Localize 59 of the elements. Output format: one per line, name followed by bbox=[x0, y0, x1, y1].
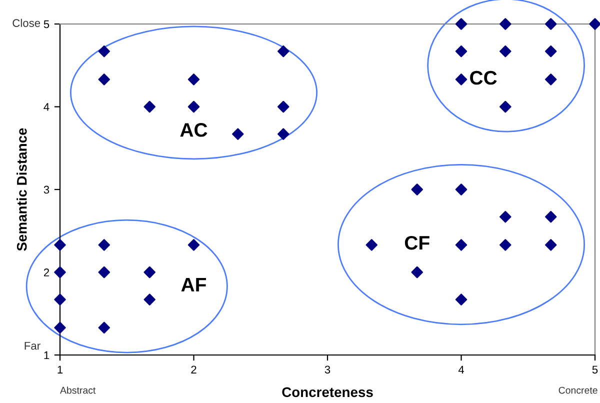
point bbox=[499, 239, 512, 251]
point bbox=[98, 45, 110, 58]
point bbox=[455, 18, 468, 30]
point bbox=[144, 100, 156, 113]
point bbox=[411, 266, 424, 278]
y-axis-title: Semantic Distance bbox=[16, 128, 27, 251]
point bbox=[544, 45, 557, 58]
y-tick-label: 1 bbox=[44, 351, 50, 360]
point bbox=[455, 294, 468, 306]
point bbox=[54, 239, 66, 251]
y-tick-label: 3 bbox=[44, 186, 50, 194]
text: Far bbox=[24, 342, 40, 350]
x-tick-label: 4 bbox=[458, 366, 464, 374]
point bbox=[544, 74, 557, 86]
point bbox=[499, 210, 512, 223]
point bbox=[98, 239, 110, 251]
point bbox=[499, 45, 512, 58]
point bbox=[188, 239, 200, 251]
point bbox=[544, 18, 557, 30]
point bbox=[144, 266, 156, 278]
point bbox=[54, 266, 66, 278]
x-tick-label: 5 bbox=[592, 366, 598, 374]
point bbox=[455, 74, 468, 86]
point bbox=[544, 210, 557, 223]
x-tick-label: 1 bbox=[58, 366, 63, 374]
point bbox=[499, 18, 512, 30]
point bbox=[455, 184, 468, 196]
point bbox=[144, 294, 156, 306]
annotation: AC bbox=[180, 123, 208, 137]
annotation: AF bbox=[181, 278, 206, 292]
text: Close bbox=[12, 18, 40, 27]
point bbox=[277, 45, 290, 58]
point bbox=[54, 322, 66, 334]
point bbox=[98, 322, 110, 334]
x-tick-label: 2 bbox=[191, 366, 196, 374]
text: Abstract bbox=[60, 386, 96, 394]
y-tick-label: 5 bbox=[44, 20, 50, 28]
point bbox=[277, 100, 290, 113]
point bbox=[411, 184, 424, 196]
point bbox=[188, 100, 200, 113]
y-tick-label: 4 bbox=[44, 103, 50, 111]
point bbox=[544, 239, 557, 251]
annotation: CF bbox=[404, 236, 430, 250]
point bbox=[499, 100, 512, 113]
y-tick-label: 2 bbox=[44, 268, 50, 276]
point bbox=[589, 18, 600, 30]
point bbox=[188, 74, 200, 86]
point bbox=[98, 74, 110, 86]
text: Concrete bbox=[558, 386, 598, 394]
point bbox=[98, 266, 110, 278]
point bbox=[232, 128, 244, 140]
point bbox=[455, 45, 468, 58]
annotation: CC bbox=[470, 70, 497, 85]
point bbox=[455, 239, 468, 251]
point bbox=[366, 239, 378, 251]
x-axis-title: Concreteness bbox=[282, 387, 373, 398]
point bbox=[54, 294, 66, 306]
x-tick-label: 3 bbox=[324, 366, 330, 374]
point bbox=[277, 128, 290, 140]
